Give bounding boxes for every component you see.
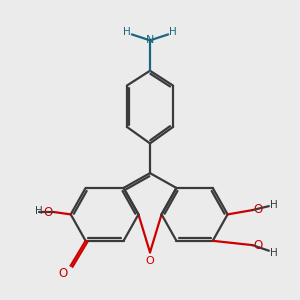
Text: H: H bbox=[270, 200, 278, 210]
Text: H: H bbox=[35, 206, 43, 216]
Text: H: H bbox=[169, 27, 177, 37]
Text: O: O bbox=[44, 206, 53, 219]
Text: O: O bbox=[254, 239, 263, 252]
Text: O: O bbox=[146, 256, 154, 266]
Text: H: H bbox=[270, 248, 278, 258]
Text: O: O bbox=[58, 267, 68, 280]
Text: O: O bbox=[254, 203, 263, 216]
Text: N: N bbox=[146, 35, 154, 45]
Text: H: H bbox=[123, 27, 130, 37]
